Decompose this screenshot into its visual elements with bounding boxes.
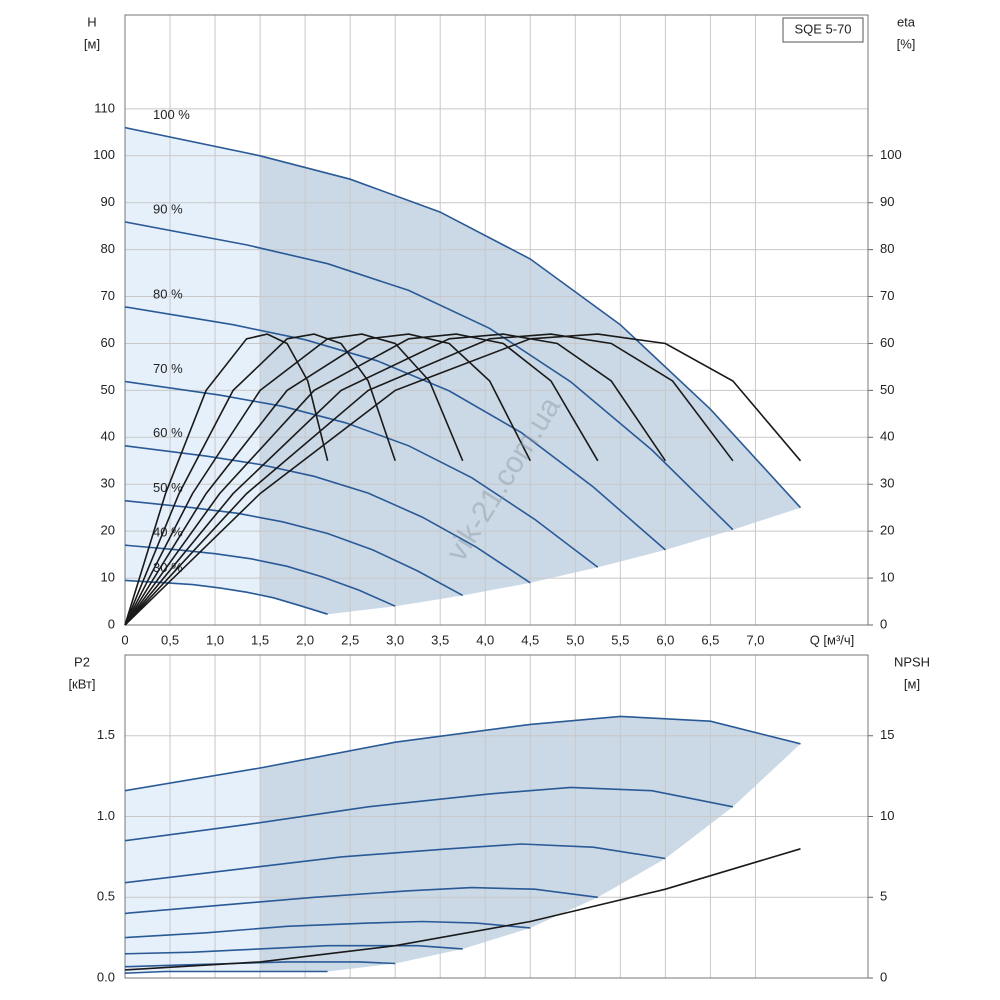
secondary-curve [124,333,599,626]
title-box [782,17,864,43]
x-tick-label: 5,0 [566,632,584,647]
y-axis-title: [м] [84,36,100,51]
y-tick-label: 90 [101,194,115,209]
secondary-curve [124,333,667,626]
x-tick-label: 0,5 [161,632,179,647]
charts: 0 0,5 1,0 1,5 2,0 2,5 3,0 3,5 4,0 4,5 5,0 5,5 6,0 6,5… [68,14,930,984]
curve-label: 90 % [153,201,183,216]
y2-tick-label: 10 [880,570,894,585]
x-tick-label: 2,0 [296,632,314,647]
primary-curve [124,579,328,615]
primary-curve [124,126,802,509]
primary-curve [124,944,463,955]
y-axis-title: P2 [74,654,90,669]
y-tick-label: 80 [101,241,115,256]
x-tick-label: 5,5 [611,632,629,647]
y2-tick-label: 20 [880,523,894,538]
curve-label: 60 % [153,425,183,440]
y-tick-label: 40 [101,429,115,444]
curve-label: 40 % [153,525,183,540]
y-tick-label: 0 [108,616,115,631]
y2-tick-label: 0 [880,969,887,984]
x-tick-label: 7,0 [746,632,764,647]
y-tick-label: 50 [101,382,115,397]
y-tick-label: 10 [101,570,115,585]
y2-axis-title: [м] [904,676,920,691]
x-axis-title: Q [м³/ч] [810,632,855,647]
primary-curve [124,221,734,531]
x-tick-label: 6,5 [701,632,719,647]
x-tick-label: 3,0 [386,632,404,647]
x-tick-label: 3,5 [431,632,449,647]
y-axis-title: [кВт] [68,676,95,691]
y-tick-label: 70 [101,288,115,303]
secondary-curve [124,333,532,626]
curve-label: 70 % [153,361,183,376]
y-tick-label: 60 [101,335,115,350]
y2-tick-label: 10 [880,808,894,823]
secondary-curve [124,333,464,626]
curve-label: 100 % [153,107,190,122]
y2-tick-label: 5 [880,889,887,904]
x-tick-label: 1,0 [206,632,224,647]
plot-frame [124,14,869,626]
primary-curve [124,499,464,597]
primary-curve [124,445,531,584]
y-axis-title: H [87,14,96,29]
y2-tick-label: 30 [880,476,894,491]
plot-frame [124,654,869,979]
x-tick-label: 1,5 [251,632,269,647]
y2-tick-label: 100 [880,147,902,162]
y2-tick-label: 40 [880,429,894,444]
primary-curve [124,306,666,551]
y2-tick-label: 15 [880,727,894,742]
y2-tick-label: 90 [880,194,894,209]
y-tick-label: 1.5 [97,727,115,742]
x-tick-label: 4,5 [521,632,539,647]
primary-curve [124,715,801,792]
chart-title: SQE 5-70 [794,21,851,36]
y-tick-label: 0.5 [97,889,115,904]
y-tick-label: 1.0 [97,808,115,823]
x-tick-label: 4,0 [476,632,494,647]
secondary-curve [124,333,329,626]
primary-curve [124,961,396,968]
y-tick-label: 110 [94,100,115,115]
y2-axis-title: eta [897,14,916,29]
y2-tick-label: 60 [880,335,894,350]
y-tick-label: 100 [93,147,115,162]
primary-curve [124,786,734,842]
y-tick-label: 0.0 [97,969,115,984]
x-tick-label: 6,0 [656,632,674,647]
x-tick-label: 0 [121,632,128,647]
y2-axis-title: [%] [897,36,916,51]
y2-tick-label: 50 [880,382,894,397]
x-tick-label: 2,5 [341,632,359,647]
primary-curve [124,970,328,974]
curve-label: 80 % [153,286,183,301]
secondary-curve [124,848,801,971]
y2-axis-title: NPSH [894,654,930,669]
primary-curve [124,886,598,915]
y-tick-label: 20 [101,523,115,538]
y2-tick-label: 0 [880,616,887,631]
primary-curve [124,544,396,607]
secondary-curve [124,333,396,626]
y2-tick-label: 80 [880,241,894,256]
primary-curve [124,843,666,884]
primary-curve [124,920,531,939]
y-tick-label: 30 [101,476,115,491]
y2-tick-label: 70 [880,288,894,303]
